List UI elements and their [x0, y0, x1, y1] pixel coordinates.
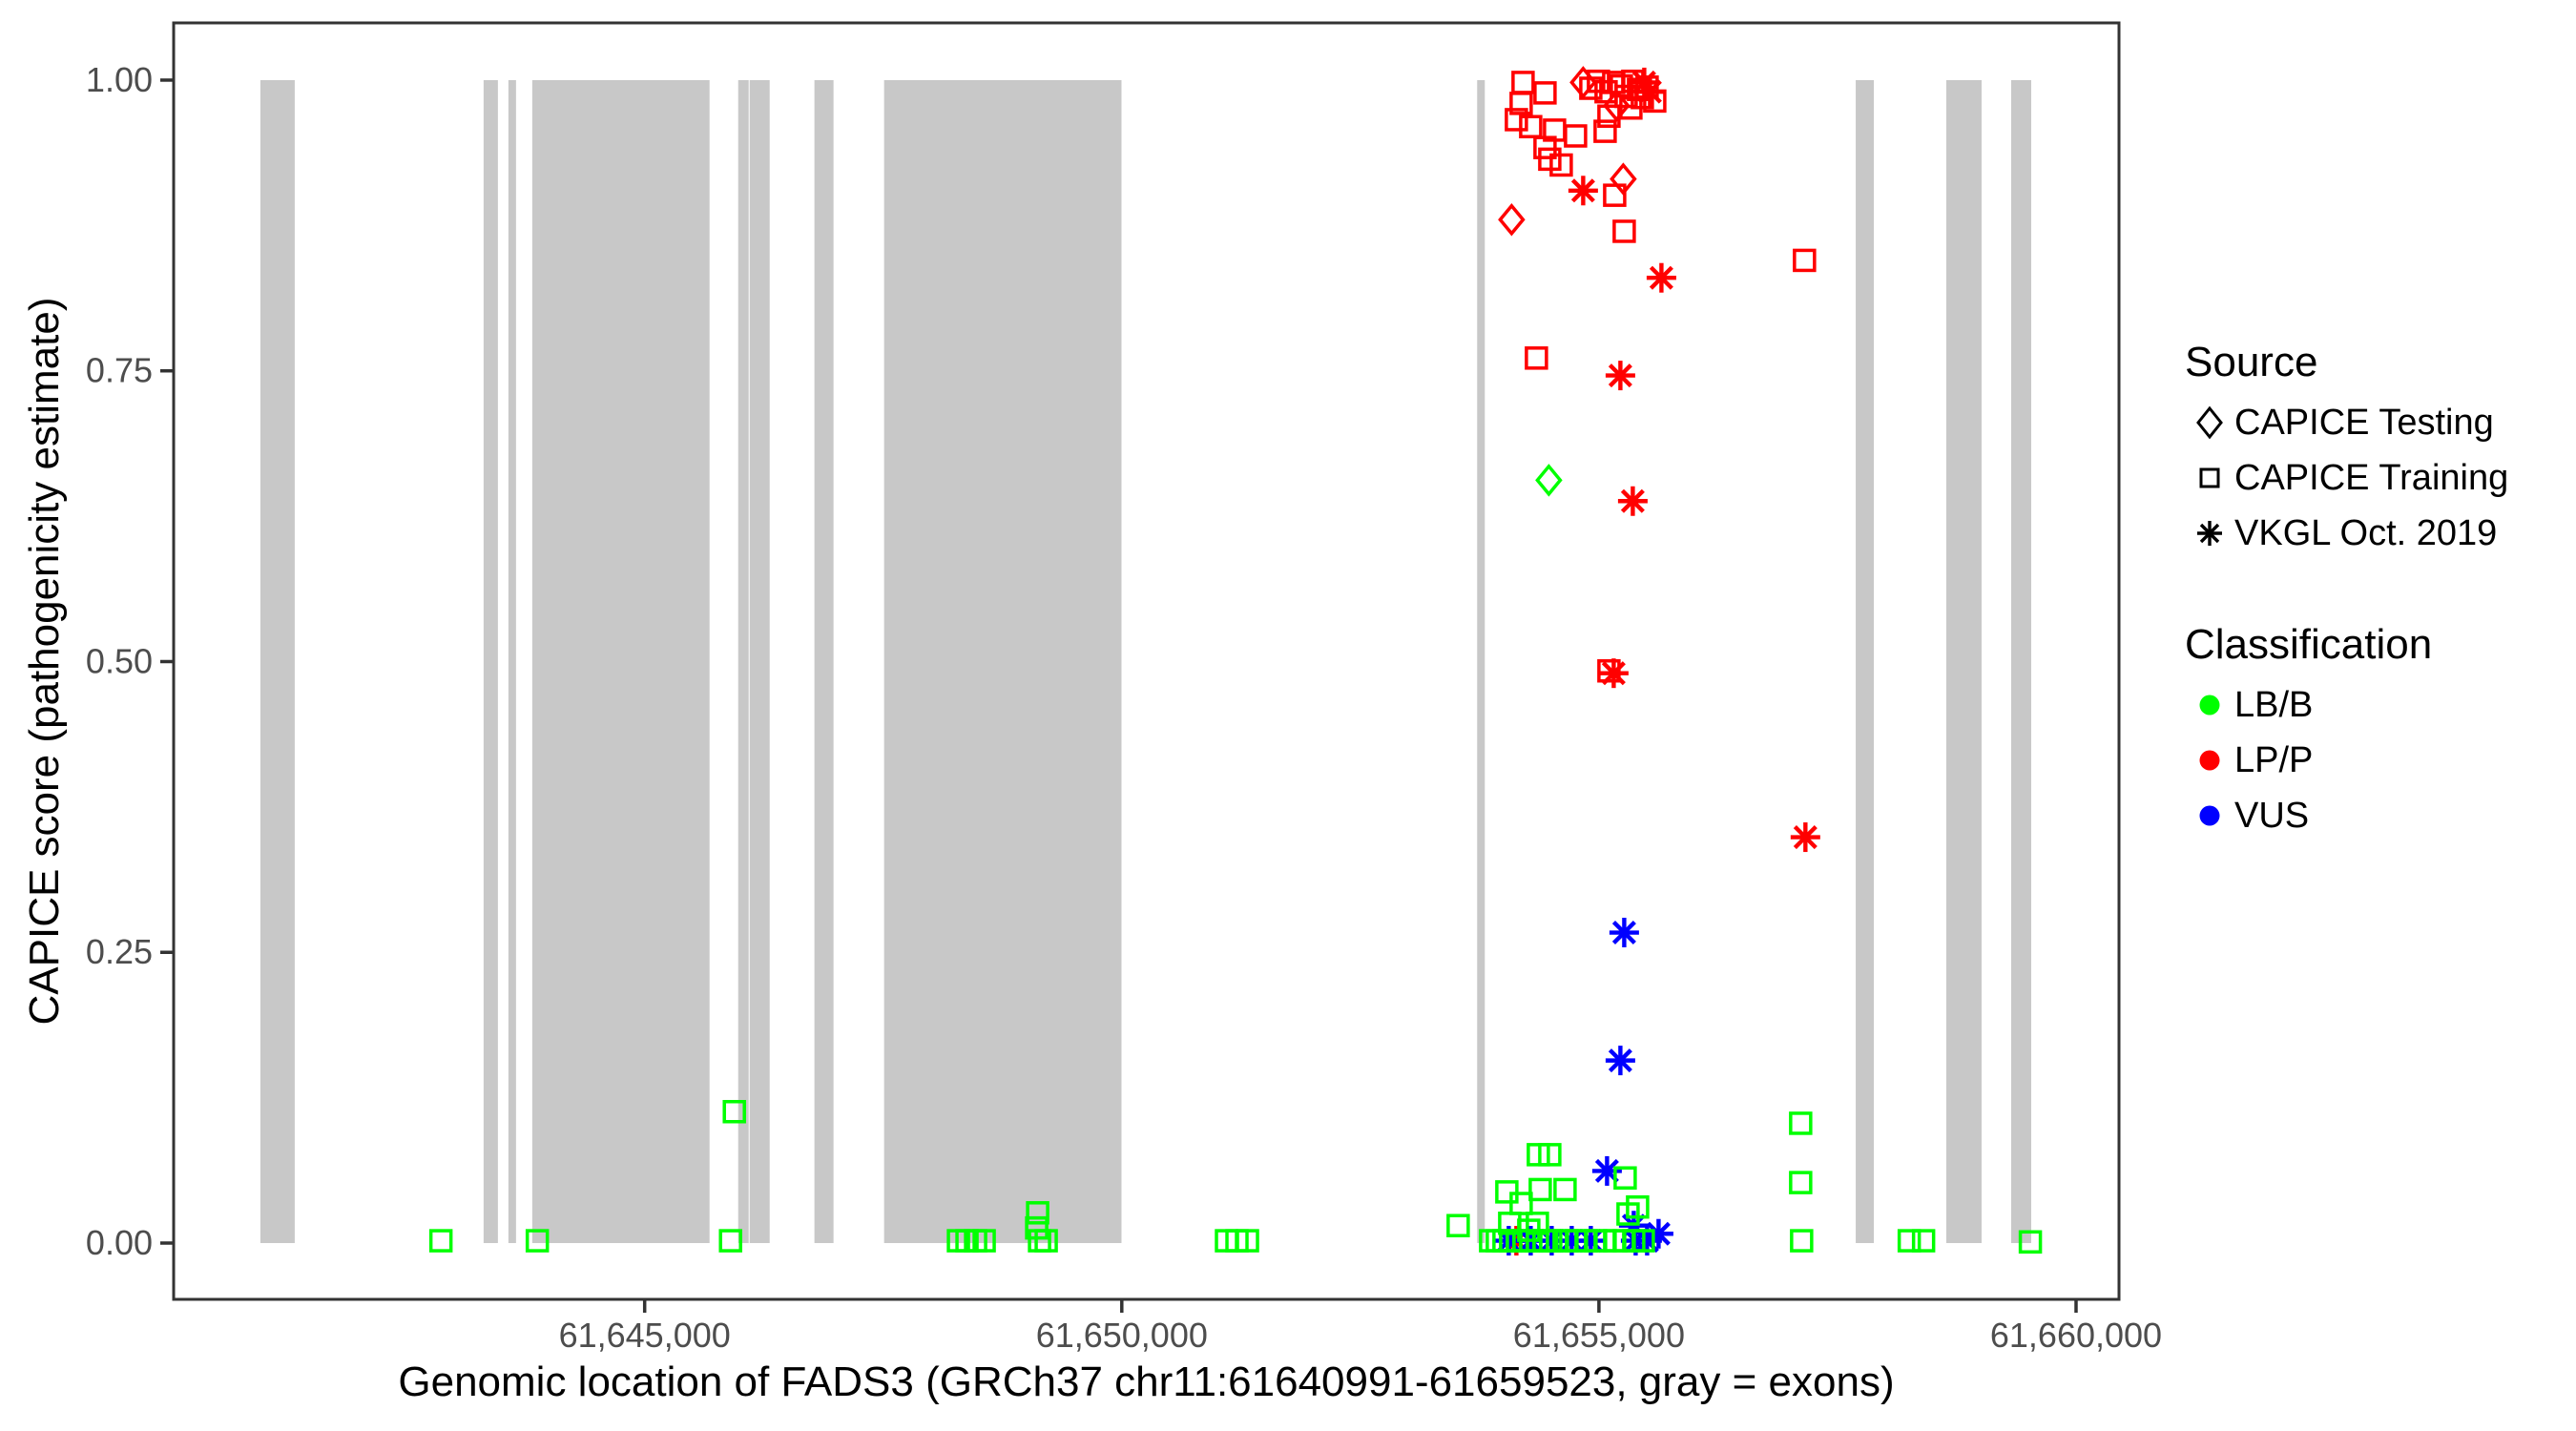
x-axis-title: Genomic location of FADS3 (GRCh37 chr11:… [398, 1358, 1895, 1405]
data-point-asterisk [1598, 658, 1629, 689]
legend-item-vkgl: VKGL Oct. 2019 [2185, 506, 2508, 561]
data-point-diamond [1498, 203, 1526, 237]
x-tick-label: 61,655,000 [1513, 1316, 1685, 1355]
legend-classification: Classification LB/B LP/P VUS [2185, 618, 2432, 843]
exon-band [814, 79, 834, 1243]
asterisk-icon [2185, 511, 2234, 555]
data-point-square [1631, 1229, 1655, 1253]
data-point-square [1613, 1166, 1637, 1190]
y-tick-label: 0.75 [86, 351, 153, 390]
exon-band [1945, 79, 1982, 1243]
data-point-square [1528, 1177, 1552, 1202]
data-point-square [1789, 1171, 1813, 1194]
data-point-diamond [1610, 162, 1637, 196]
data-point-square [1525, 346, 1548, 370]
data-point-square [1519, 114, 1543, 138]
data-point-square [525, 1229, 550, 1253]
data-point-square [2018, 1230, 2043, 1255]
exon-band [531, 79, 710, 1243]
blue-dot-icon [2185, 794, 2234, 838]
data-point-square [1538, 1143, 1562, 1167]
green-dot-icon [2185, 683, 2234, 727]
data-point-square [1616, 1202, 1640, 1226]
data-point-square [1533, 81, 1557, 105]
data-point-asterisk [1646, 262, 1676, 293]
data-point-diamond [1535, 464, 1563, 497]
data-point-square [1553, 1177, 1577, 1202]
data-point-square [1897, 1229, 1922, 1253]
y-tick-label: 0.50 [86, 641, 153, 680]
data-point-square [1564, 124, 1588, 148]
legend-item-label: CAPICE Training [2234, 457, 2509, 498]
data-point-square [718, 1229, 742, 1253]
exon-band [508, 79, 516, 1243]
y-tick-label: 0.25 [86, 932, 153, 971]
exon-band [1856, 79, 1875, 1243]
x-tick-label: 61,660,000 [1990, 1316, 2162, 1355]
data-point-square [1026, 1201, 1049, 1225]
exon-band [749, 79, 770, 1243]
data-point-asterisk [1634, 76, 1665, 107]
y-tick-label: 0.00 [86, 1223, 153, 1262]
legend-item-label: CAPICE Testing [2234, 402, 2494, 443]
data-point-square [1790, 1229, 1814, 1253]
data-point-diamond [1569, 66, 1597, 99]
data-point-square [1603, 183, 1627, 207]
legend-classification-title: Classification [2185, 621, 2433, 668]
legend-item-vus: VUS [2185, 788, 2432, 843]
data-point-square [1509, 92, 1533, 115]
data-point-asterisk [1605, 361, 1635, 391]
data-point-square [1793, 248, 1817, 273]
data-point-asterisk [1568, 176, 1598, 206]
data-point-square [1505, 108, 1528, 132]
data-point-square [1446, 1213, 1470, 1237]
exon-band [2010, 79, 2031, 1243]
data-point-square [1789, 1111, 1813, 1135]
legend-item-label: VKGL Oct. 2019 [2234, 512, 2498, 553]
exon-band [260, 79, 295, 1243]
legend-item-label: LP/P [2234, 739, 2314, 780]
data-point-square [1549, 153, 1573, 177]
legend-source-title: Source [2185, 339, 2318, 385]
data-point-diamond [1603, 89, 1631, 123]
data-point-square [722, 1099, 746, 1124]
data-point-square [972, 1229, 996, 1253]
legend-item-lbb: LB/B [2185, 677, 2432, 733]
exon-band [883, 79, 1122, 1243]
legend-item-label: LB/B [2234, 684, 2314, 725]
data-point-square [1593, 119, 1617, 143]
data-point-asterisk [1591, 1155, 1622, 1186]
data-point-square [1511, 71, 1535, 94]
legend-source: Source CAPICE Testing CAPICE Training [2185, 336, 2508, 561]
data-point-asterisk [1790, 822, 1820, 853]
data-point-asterisk [1617, 486, 1648, 516]
y-axis-title: CAPICE score (pathogenicity estimate) [21, 297, 68, 1026]
data-point-square [1034, 1229, 1058, 1253]
legend-item-label: VUS [2234, 795, 2310, 836]
x-tick-label: 61,650,000 [1036, 1316, 1208, 1355]
exon-band [1477, 79, 1485, 1243]
red-dot-icon [2185, 738, 2234, 782]
data-point-square [1236, 1229, 1259, 1253]
y-tick-label: 1.00 [86, 60, 153, 99]
data-point-square [1911, 1229, 1936, 1253]
legend-item-lpp: LP/P [2185, 733, 2432, 788]
x-tick-label: 61,645,000 [559, 1316, 731, 1355]
data-point-square [1612, 219, 1636, 243]
data-point-square [1619, 95, 1643, 120]
data-point-square [428, 1229, 453, 1253]
legend-item-capice-testing: CAPICE Testing [2185, 395, 2508, 450]
panel-border [172, 21, 2121, 1301]
square-icon [2185, 456, 2234, 500]
data-point-asterisk [1605, 1046, 1635, 1076]
diamond-icon [2185, 401, 2234, 445]
data-point-asterisk [1609, 918, 1639, 948]
legend-item-capice-training: CAPICE Training [2185, 450, 2508, 506]
exon-band [737, 79, 749, 1243]
data-point-asterisk [1629, 67, 1659, 97]
exon-band [483, 79, 498, 1243]
